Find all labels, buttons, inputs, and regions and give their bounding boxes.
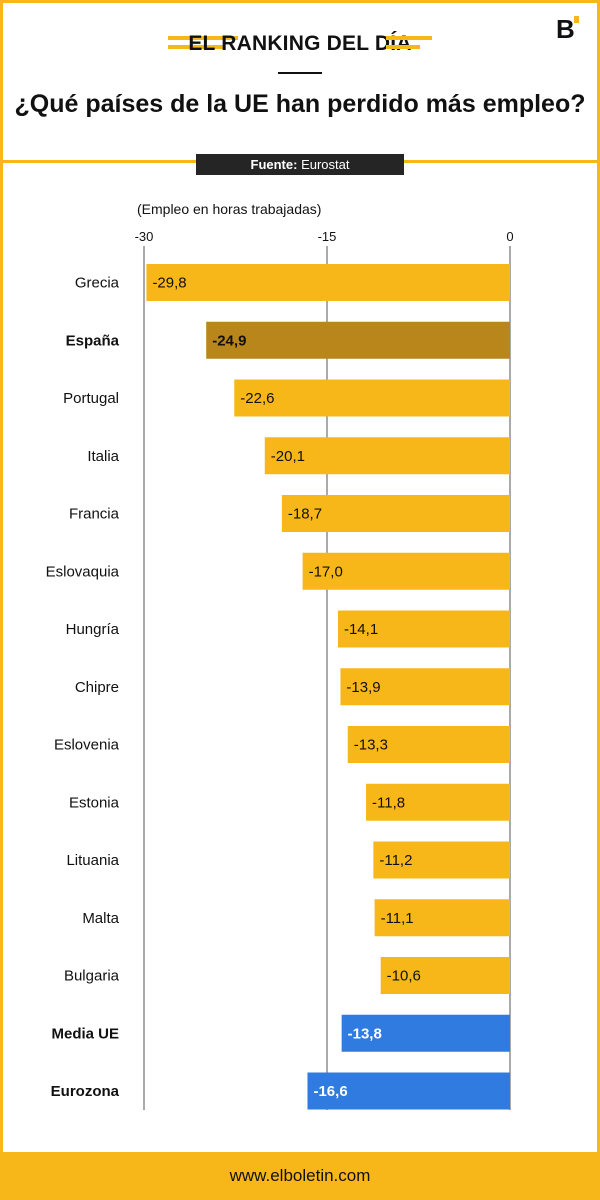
category-label: Chipre [75,679,119,696]
bar [337,610,510,648]
data-label: -18,7 [288,506,322,523]
category-label: España [66,332,120,349]
bar [281,495,510,532]
source-value: Eurostat [301,157,350,172]
bar [264,437,510,475]
bar [366,783,510,821]
kicker-rule [278,72,322,74]
kicker-title: EL RANKING DEL DÍA [188,32,412,55]
data-label: -24,9 [212,332,246,349]
category-label: Hungría [66,621,120,638]
bar [374,899,510,937]
category-label: Italia [87,448,119,465]
x-tick-label: -30 [135,229,154,244]
x-tick-label: -15 [318,229,337,244]
data-label: -16,6 [313,1083,347,1100]
data-label: -20,1 [271,448,305,465]
kicker-lines-left [168,36,238,54]
category-label: Media UE [51,1025,119,1042]
category-label: Malta [82,910,119,927]
data-label: -11,1 [381,910,414,927]
data-label: -13,3 [354,737,388,754]
data-label: -13,8 [348,1025,382,1042]
bar [307,1072,510,1110]
page-title: ¿Qué países de la UE han perdido más emp… [14,90,586,118]
poster-frame [0,0,600,1152]
data-label: -22,6 [240,390,274,407]
source-label: Fuente: [250,157,298,172]
bar [341,1014,510,1052]
category-label: Eslovaquia [46,563,120,580]
category-label: Estonia [69,794,120,811]
bar [302,552,510,590]
kicker-block: EL RANKING DEL DÍA [0,32,600,62]
bar [373,841,510,879]
bar [347,726,510,763]
category-label: Bulgaria [64,968,120,985]
data-label: -11,8 [372,794,405,811]
data-label: -11,2 [379,852,412,869]
category-label: Eurozona [51,1083,120,1100]
data-label: -14,1 [344,621,378,638]
bar [146,264,510,301]
category-label: Francia [69,506,120,523]
bar [206,321,510,359]
data-label: -13,9 [346,679,380,696]
data-label: -29,8 [152,275,186,292]
footer-bar: www.elboletin.com [0,1152,600,1200]
data-label: -17,0 [309,563,343,580]
source-badge: Fuente: Eurostat [196,154,404,175]
bar-chart: -30 -15 0 Grecia -29,8 España -24,9 Portugal -22… [46,229,514,1110]
footer-url[interactable]: www.elboletin.com [229,1166,371,1185]
bar [340,668,510,706]
logo-letter: B [556,14,575,42]
category-label: Eslovenia [54,737,120,754]
x-tick-label: 0 [506,229,513,244]
category-label: Lituania [66,852,119,869]
category-label: Grecia [75,275,120,292]
data-label: -10,6 [387,968,421,985]
kicker-lines-right [386,36,432,54]
brand-logo-icon: B [556,14,582,44]
bar [380,957,510,994]
axis-unit-label: (Empleo en horas trabajadas) [137,201,322,217]
bar [234,379,510,417]
category-label: Portugal [63,390,119,407]
